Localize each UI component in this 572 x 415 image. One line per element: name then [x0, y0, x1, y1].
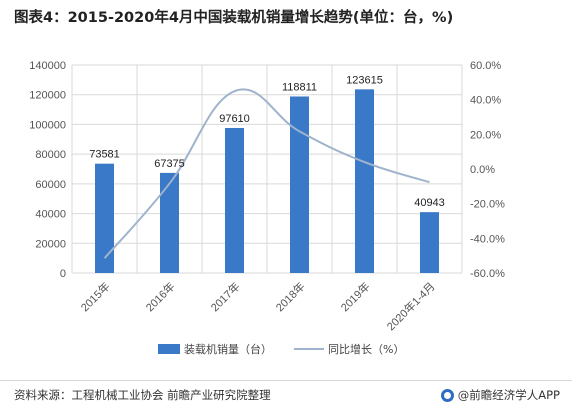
- bar: [420, 212, 439, 273]
- x-tick-label: 2016年: [143, 279, 178, 314]
- bar: [160, 172, 179, 273]
- x-axis: 2015年 2016年 2017年 2018年 2019年 2020年1-4月: [78, 279, 438, 333]
- left-axis: 0 20000 40000 60000 80000 100000 120000 140000: [29, 60, 66, 280]
- x-tick-label: 2015年: [78, 279, 113, 314]
- data-label: 40943: [414, 197, 445, 209]
- legend: 装载机销量（台） 同比增长（%）: [158, 342, 404, 356]
- brand: @前瞻经济学人APP: [440, 387, 560, 403]
- bar: [355, 89, 374, 273]
- divider: [0, 380, 572, 381]
- brand-text: @前瞻经济学人APP: [457, 388, 560, 402]
- growth-line-path: [103, 88, 430, 259]
- grid: [71, 64, 463, 274]
- y-right-tick-label: 0.0%: [470, 164, 495, 176]
- growth-line: [103, 88, 430, 259]
- x-tick-label: 2017年: [208, 279, 243, 314]
- chart: 020000400006000080000100000120000140000 …: [29, 60, 505, 356]
- legend-label-line: 同比增长（%）: [328, 342, 404, 356]
- y-left-tick-label: 20000: [35, 238, 66, 250]
- chart-title: 图表4：2015-2020年4月中国装载机销量增长趋势(单位：台，%): [14, 10, 454, 26]
- legend-swatch-bar: [158, 344, 180, 354]
- data-label: 67375: [154, 158, 185, 170]
- y-right-tick-label: 60.0%: [470, 60, 501, 72]
- bars: [95, 89, 439, 273]
- data-label: 123615: [346, 74, 383, 86]
- y-right-tick-label: -60.0%: [470, 268, 505, 280]
- y-left-tick-label: 120000: [29, 90, 66, 102]
- y-left-tick-label: 60000: [35, 179, 66, 191]
- bar: [95, 163, 114, 273]
- legend-label-bar: 装载机销量（台）: [184, 342, 272, 356]
- right-axis: -60.0% -40.0% -20.0% 0.0% 20.0% 40.0% 60.0%: [470, 60, 505, 280]
- data-labels: 73581 67375 97610 118811 123615 40943: [89, 74, 445, 209]
- source-note: 资料来源：工程机械工业协会 前瞻产业研究院整理: [14, 388, 271, 402]
- y-left-tick-label: 0: [60, 268, 66, 280]
- y-right-tick-label: 40.0%: [470, 95, 501, 107]
- data-label: 118811: [282, 81, 317, 93]
- y-right-tick-label: -40.0%: [470, 233, 505, 245]
- bar: [225, 127, 244, 273]
- x-tick-label: 2019年: [338, 279, 373, 314]
- y-left-tick-label: 100000: [29, 119, 66, 131]
- bar: [290, 96, 309, 273]
- y-left-tick-label: 80000: [35, 149, 66, 161]
- brand-logo-icon: [440, 388, 454, 402]
- y-left-tick-label: 40000: [35, 209, 66, 221]
- data-label: 73581: [89, 149, 120, 161]
- data-label: 97610: [219, 113, 250, 125]
- x-tick-label: 2020年1-4月: [384, 279, 438, 333]
- y-left-tick-label: 140000: [29, 60, 66, 72]
- y-right-tick-label: -20.0%: [470, 199, 505, 211]
- y-right-tick-label: 20.0%: [470, 129, 501, 141]
- x-tick-label: 2018年: [273, 279, 308, 314]
